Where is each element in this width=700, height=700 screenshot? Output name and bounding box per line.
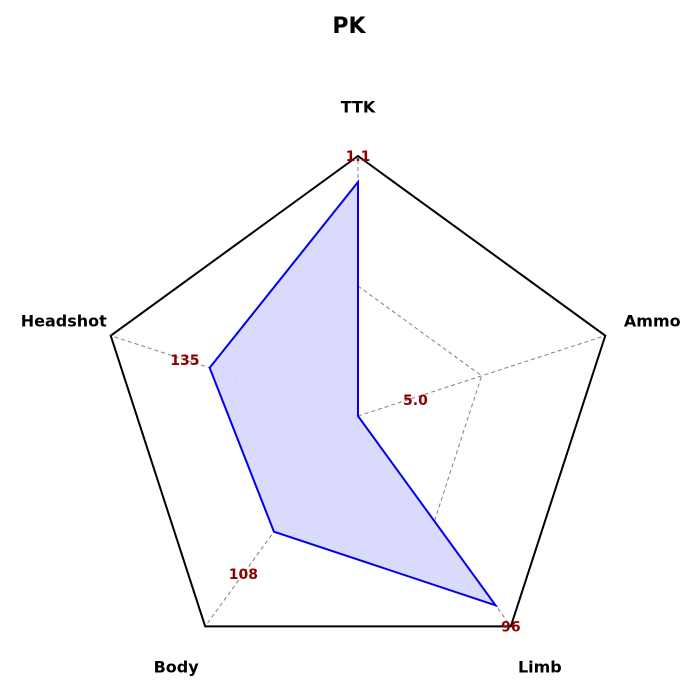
axis-label-limb: Limb: [518, 657, 562, 676]
series-layer: [208, 179, 499, 608]
value-label-limb: 96: [501, 619, 520, 635]
axis-label-ammo: Ammo: [624, 311, 681, 330]
value-label-ammo: 5.0: [403, 393, 428, 409]
value-label-body: 108: [229, 567, 258, 583]
labels-layer: TTK Ammo Limb Body Headshot 1.1 5.0 96 108 135: [21, 98, 681, 677]
spoke-ammo: [357, 335, 606, 417]
axis-label-body: Body: [154, 657, 200, 676]
outer-frame-layer: [109, 154, 607, 628]
axis-label-headshot: Headshot: [21, 311, 107, 330]
value-label-ttk: 1.1: [346, 149, 371, 165]
outer-frame: [109, 154, 607, 628]
chart-title: PK: [332, 14, 366, 39]
series-area: [208, 179, 499, 608]
grid-ring: [233, 285, 483, 522]
value-label-headshot: 135: [170, 353, 199, 369]
axis-label-ttk: TTK: [341, 98, 376, 117]
